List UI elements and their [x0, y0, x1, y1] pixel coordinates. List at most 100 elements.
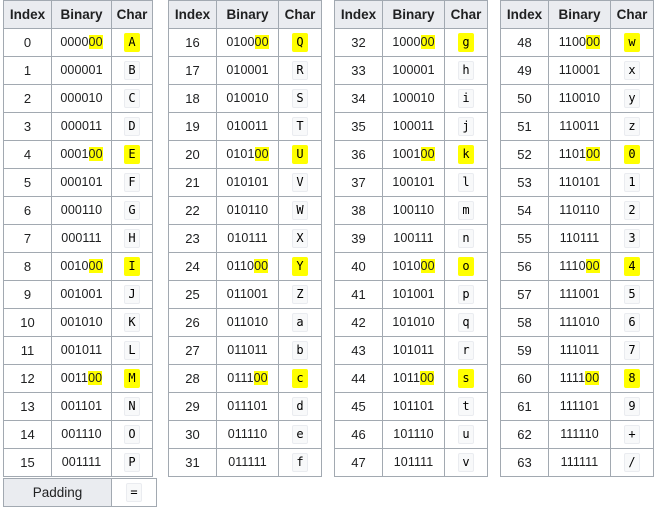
header-binary: Binary: [548, 0, 611, 29]
index-cell: 54: [500, 196, 549, 225]
table-group-32-47: Index Binary Char 32 100000 g 33 100001 h 34 10001…: [334, 0, 488, 477]
binary-prefix: 0010: [60, 259, 89, 273]
char-value: L: [124, 341, 140, 360]
char-cell: 6: [610, 308, 654, 337]
char-value: y: [624, 89, 640, 108]
table-row: 35 100011 j: [334, 112, 488, 141]
char-value: Z: [292, 285, 308, 304]
index-cell: 51: [500, 112, 549, 141]
char-value: 9: [624, 397, 640, 416]
char-cell: t: [444, 392, 488, 421]
table-row: 19 010011 T: [168, 112, 322, 141]
binary-cell: 000110: [51, 196, 112, 225]
index-cell: 50: [500, 84, 549, 113]
char-value: 1: [624, 173, 640, 192]
index-cell: 59: [500, 336, 549, 365]
binary-cell: 010011: [216, 112, 279, 141]
char-value: X: [292, 229, 308, 248]
char-cell: G: [111, 196, 153, 225]
index-cell: 14: [3, 420, 52, 449]
char-value-highlighted: A: [124, 33, 140, 52]
char-cell: 0: [610, 140, 654, 169]
binary-prefix: 0111: [227, 371, 254, 385]
binary-prefix: 1000: [392, 35, 421, 49]
binary-cell: 010000: [216, 28, 279, 57]
table-row: 39 100111 n: [334, 224, 488, 253]
char-cell: x: [610, 56, 654, 85]
char-cell: W: [278, 196, 322, 225]
binary-cell: 110110: [548, 196, 611, 225]
binary-cell: 110111: [548, 224, 611, 253]
index-cell: 3: [3, 112, 52, 141]
binary-cell: 001001: [51, 280, 112, 309]
table-row: 28 011100 c: [168, 364, 322, 393]
binary-cell: 000111: [51, 224, 112, 253]
binary-cell: 010100: [216, 140, 279, 169]
index-cell: 43: [334, 336, 383, 365]
table-row: 14 001110 O: [3, 420, 153, 449]
char-value-highlighted: 8: [624, 369, 640, 388]
binary-cell: 110001: [548, 56, 611, 85]
table-row: 59 111011 7: [500, 336, 654, 365]
binary-prefix: 1111: [559, 371, 586, 385]
index-cell: 13: [3, 392, 52, 421]
binary-cell: 011111: [216, 448, 279, 477]
char-value-highlighted: c: [292, 369, 308, 388]
index-cell: 55: [500, 224, 549, 253]
index-cell: 22: [168, 196, 217, 225]
char-value: F: [124, 173, 140, 192]
table-row: 63 111111 /: [500, 448, 654, 477]
table-row: 41 101001 p: [334, 280, 488, 309]
binary-prefix: 0100: [226, 35, 255, 49]
index-cell: 5: [3, 168, 52, 197]
char-cell: 1: [610, 168, 654, 197]
binary-cell: 110100: [548, 140, 611, 169]
binary-cell: 001101: [51, 392, 112, 421]
table-row: 12 001100 M: [3, 364, 153, 393]
char-cell: j: [444, 112, 488, 141]
binary-highlighted-suffix: 00: [586, 147, 601, 161]
char-value: S: [292, 89, 308, 108]
binary-cell: 101010: [382, 308, 445, 337]
char-cell: a: [278, 308, 322, 337]
index-cell: 56: [500, 252, 549, 281]
binary-cell: 101111: [382, 448, 445, 477]
char-value-highlighted: I: [124, 257, 140, 276]
binary-prefix: 1001: [392, 147, 421, 161]
char-cell: e: [278, 420, 322, 449]
index-cell: 28: [168, 364, 217, 393]
index-cell: 44: [334, 364, 383, 393]
table-row: 6 000110 G: [3, 196, 153, 225]
binary-cell: 100011: [382, 112, 445, 141]
binary-highlighted-suffix: 00: [88, 35, 103, 49]
binary-cell: 111101: [548, 392, 611, 421]
char-value: 3: [624, 229, 640, 248]
binary-cell: 011011: [216, 336, 279, 365]
table-row: 0 000000 A: [3, 28, 153, 57]
char-cell: p: [444, 280, 488, 309]
table-row: 48 110000 w: [500, 28, 654, 57]
table-row: 5 000101 F: [3, 168, 153, 197]
char-value-highlighted: k: [458, 145, 474, 164]
char-cell: E: [111, 140, 153, 169]
char-value: q: [458, 313, 474, 332]
binary-cell: 111111: [548, 448, 611, 477]
table-row: 45 101101 t: [334, 392, 488, 421]
char-cell: f: [278, 448, 322, 477]
binary-cell: 101110: [382, 420, 445, 449]
binary-cell: 010101: [216, 168, 279, 197]
binary-cell: 011101: [216, 392, 279, 421]
binary-cell: 111001: [548, 280, 611, 309]
binary-cell: 001110: [51, 420, 112, 449]
char-value: r: [458, 341, 474, 360]
char-cell: b: [278, 336, 322, 365]
binary-highlighted-suffix: 00: [254, 35, 269, 49]
index-cell: 17: [168, 56, 217, 85]
header-index: Index: [3, 0, 52, 29]
char-cell: V: [278, 168, 322, 197]
binary-prefix: 0101: [226, 147, 255, 161]
index-cell: 47: [334, 448, 383, 477]
index-cell: 42: [334, 308, 383, 337]
table-row: 51 110011 z: [500, 112, 654, 141]
char-value: e: [292, 425, 308, 444]
